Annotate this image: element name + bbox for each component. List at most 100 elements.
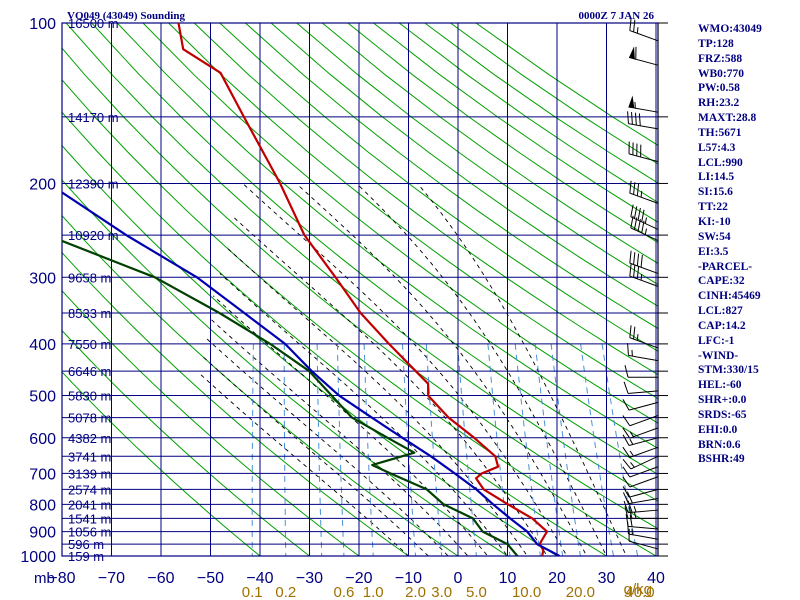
wind-barb-feather: [623, 500, 629, 513]
moist-adiabat-line: [219, 273, 509, 556]
wind-barb: [623, 500, 659, 514]
wind-barb: [628, 95, 659, 113]
pressure-tick-label: 900: [29, 525, 56, 542]
temperature-tick-label: 0: [454, 570, 463, 587]
wind-barb: [622, 466, 659, 478]
stability-index-item: BRN:0.6: [698, 438, 741, 451]
wind-barb: [622, 446, 659, 458]
mixing-ratio-tick-label: 1.0: [363, 584, 384, 600]
height-label: 2574 m: [68, 482, 111, 497]
wind-barb-feather: [629, 18, 632, 31]
wind-barb-feather: [638, 113, 641, 126]
wind-barb: [630, 204, 659, 230]
mixing-ratio-tick-label: 3.0: [431, 584, 452, 600]
stability-index-item: CAPE:32: [698, 275, 745, 288]
stability-index-item: MAXT:28.8: [698, 112, 757, 125]
moist-adiabat-line: [210, 319, 469, 556]
moist-adiabat-line: [417, 183, 627, 556]
stability-index-item: -WIND-: [698, 349, 739, 362]
dry-adiabat-line: [62, 329, 311, 556]
stability-index-item: FRZ:588: [698, 52, 743, 65]
wind-barb-feather: [633, 326, 636, 340]
stability-index-item: TH:5671: [698, 126, 742, 139]
wind-barb-feather: [640, 254, 643, 268]
dry-adiabat-line: [168, 23, 658, 400]
wind-barb-feather: [629, 325, 632, 338]
parcel-trace: [62, 191, 561, 556]
mixing-ratio-unit-label: g/kg: [624, 581, 652, 598]
wind-barb-feather: [636, 266, 640, 279]
wind-barb-half-feather: [636, 334, 639, 341]
dry-adiabat-line: [62, 251, 410, 556]
wind-barb-feather: [629, 514, 633, 527]
stability-index-item: SRDS:-65: [698, 408, 747, 421]
wind-barb: [622, 434, 659, 447]
dry-adiabat-line: [62, 79, 657, 556]
mixing-ratio-line: [457, 343, 477, 556]
mixing-ratio-tick-label: 10.0: [512, 584, 541, 600]
dry-adiabat-line: [65, 23, 658, 502]
height-label: 596 m: [68, 537, 104, 552]
height-label: 1056 m: [68, 525, 111, 540]
wind-barb: [627, 521, 659, 540]
mixing-ratio-tick-label: 2.0: [405, 584, 426, 600]
wind-barb: [627, 111, 659, 130]
stability-index-item: L57:4.3: [698, 141, 736, 154]
mixing-ratio-tick-label: 20.0: [566, 584, 595, 600]
wind-barb: [622, 455, 659, 470]
wind-barb-half-feather: [634, 512, 637, 519]
sounding-time: 0000Z 7 JAN 26: [579, 10, 655, 22]
dewpoint-trace: [62, 239, 519, 556]
height-label: 8533 m: [68, 306, 111, 321]
wind-barb-staff: [629, 337, 659, 349]
pressure-tick-label: 1000: [20, 549, 56, 566]
temperature-tick-label: −10: [395, 570, 422, 587]
height-label: 2041 m: [68, 497, 111, 512]
wind-barb-feather: [622, 399, 630, 411]
wind-barb-feather: [634, 112, 637, 126]
wind-barb-feather: [622, 415, 631, 427]
mixing-ratio-line: [487, 343, 511, 556]
pressure-tick-label: 200: [29, 176, 56, 193]
moist-adiabat-line: [231, 215, 548, 556]
stability-index-item: SHR+:0.0: [698, 394, 747, 407]
stability-index-item: WMO:43049: [698, 23, 762, 35]
moist-adiabat-line: [199, 373, 410, 556]
wind-barb-staff: [629, 192, 659, 204]
wind-barb-feather: [622, 476, 631, 488]
height-label: 3741 m: [68, 449, 111, 464]
stability-index-item: RH:23.2: [698, 97, 740, 110]
wind-barb-feather: [627, 521, 629, 535]
wind-barb: [624, 506, 658, 519]
wind-barb-half-feather: [629, 431, 634, 438]
wind-barb: [629, 18, 659, 42]
wind-barb-staff: [628, 153, 659, 163]
wind-barb: [622, 399, 659, 411]
stability-index-item: EI:3.5: [698, 245, 729, 258]
wind-barb-feather: [637, 219, 641, 232]
wind-barb-staff: [628, 540, 659, 550]
wind-barb-half-feather: [629, 450, 634, 457]
moist-adiabat-line: [356, 183, 608, 556]
stability-index-item: LCL:827: [698, 305, 743, 318]
stability-index-item: STM:330/15: [698, 364, 759, 377]
temperature-tick-label: −40: [246, 570, 273, 587]
moist-adiabat-line: [295, 183, 588, 556]
pressure-tick-label: 800: [29, 497, 56, 514]
stability-index-item: LFC:-1: [698, 334, 735, 347]
wind-barb-staff: [629, 466, 659, 478]
mixing-ratio-line: [601, 343, 639, 556]
stability-index-item: -PARCEL-: [698, 260, 753, 273]
wind-barb-staff: [629, 262, 659, 274]
wind-barb-feather: [624, 365, 629, 378]
wind-barb-feather: [622, 492, 629, 504]
dry-adiabat-line: [245, 23, 658, 330]
dry-adiabat-line: [321, 23, 658, 264]
wind-barb-staff: [629, 446, 659, 458]
wind-barb: [628, 528, 659, 550]
wind-barb-half-feather: [636, 27, 639, 34]
height-label: 16500 m: [68, 16, 119, 31]
wind-barb-staff: [628, 401, 659, 411]
wind-profile: [622, 18, 659, 550]
wind-barb-half-feather: [630, 462, 635, 468]
